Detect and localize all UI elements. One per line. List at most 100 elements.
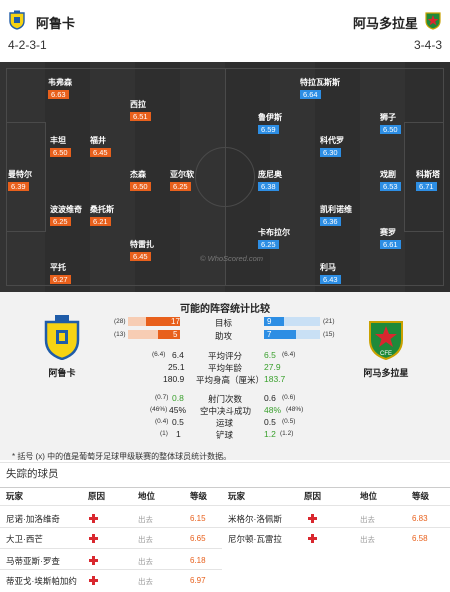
away-value: 48% (264, 405, 282, 415)
col-player[interactable]: 玩家 (6, 491, 24, 501)
league-value: (0.5) (282, 418, 296, 425)
away-value: 27.9 (264, 362, 281, 372)
player-link[interactable]: 尼尔顿·瓦雷拉 (228, 534, 282, 544)
away-assists-rank: (15) (323, 331, 335, 338)
player-rating: 6.27 (50, 275, 71, 284)
player-name: 特雷扎 (130, 240, 154, 249)
comparison-title: 可能的阵容统计比较 (180, 304, 270, 315)
stat-label: 平均年龄 (208, 363, 243, 373)
home-goals-rank: (28) (114, 318, 126, 325)
col-status[interactable]: 地位 (138, 491, 156, 501)
home-player[interactable]: 丰坦 6.50 (50, 136, 71, 158)
away-value: 0.6 (264, 393, 276, 403)
col-reason[interactable]: 原因 (304, 491, 322, 501)
player-link[interactable]: 马蒂亚斯·罗查 (6, 556, 60, 566)
home-player[interactable]: 西拉 6.51 (130, 100, 151, 122)
away-team-label: 阿马多拉星 (363, 368, 409, 378)
away-value: 1.2 (264, 429, 276, 439)
home-player[interactable]: 桑托斯 6.21 (90, 205, 114, 227)
rating-text: 6.15 (190, 514, 206, 523)
divider (0, 548, 222, 549)
away-player[interactable]: 利马 6.43 (320, 263, 341, 285)
player-link[interactable]: 大卫·西芒 (6, 534, 43, 544)
away-player[interactable]: 科斯塔 6.71 (416, 170, 440, 192)
stat-label: 运球 (216, 418, 234, 428)
away-goals-bar-bg (264, 317, 320, 326)
svg-text:CFE: CFE (380, 351, 392, 357)
col-rating[interactable]: 等级 (412, 491, 430, 501)
away-player[interactable]: 凯利诺维 6.36 (320, 205, 352, 227)
away-player[interactable]: 狮子 6.50 (380, 113, 401, 135)
status-text: 出去 (138, 557, 153, 566)
home-value: 0.8 (172, 393, 184, 403)
player-rating: 6.25 (50, 217, 71, 226)
player-name: 韦弗森 (48, 78, 72, 87)
player-name: 曼特尔 (8, 170, 32, 179)
divider (0, 462, 450, 463)
watermark: © WhoScored.com (200, 254, 264, 263)
status-text: 出去 (138, 577, 153, 586)
player-rating: 6.43 (320, 275, 341, 284)
rating-text: 6.97 (190, 576, 206, 585)
home-player[interactable]: 平托 6.27 (50, 263, 71, 285)
league-value: (6.4) (152, 351, 166, 358)
player-name: 鲁伊斯 (258, 113, 282, 122)
away-value: 0.5 (264, 417, 276, 427)
player-link[interactable]: 米格尔·洛佩斯 (228, 514, 282, 524)
away-player[interactable]: 赛罗 6.61 (380, 228, 401, 250)
pitch-stripe (360, 62, 405, 292)
player-rating: 6.30 (320, 148, 341, 157)
injury-icon (89, 534, 98, 543)
away-player[interactable]: 特拉瓦斯斯 6.64 (300, 78, 340, 100)
home-player[interactable]: 福井 6.45 (90, 136, 111, 158)
away-goals-bar (264, 317, 284, 326)
away-formation: 3-4-3 (413, 38, 442, 52)
home-player[interactable]: 杰森 6.50 (130, 170, 151, 192)
rating-text: 6.18 (190, 556, 206, 565)
injury-icon (89, 576, 98, 585)
missing-players-title: 失踪的球员 (6, 468, 59, 480)
assists-row: (13) 5 助攻 7 (15) (0, 330, 450, 341)
player-rating: 6.45 (90, 148, 111, 157)
home-assists-value: 5 (173, 330, 178, 339)
player-link[interactable]: 蒂亚戈·埃斯帕加约 (6, 576, 77, 586)
goals-label: 目标 (215, 318, 233, 328)
player-name: 利马 (320, 263, 336, 272)
home-value: 25.1 (168, 362, 185, 372)
player-name: 卡布拉尔 (258, 228, 290, 237)
stat-row-shots: (0.7) 0.8 射门次数 0.6 (0.6) (0, 393, 450, 405)
player-link[interactable]: 尼诺·加洛维奇 (6, 514, 60, 524)
player-name: 特拉瓦斯斯 (300, 78, 340, 87)
away-assists-value: 7 (267, 330, 272, 339)
col-status[interactable]: 地位 (360, 491, 378, 501)
stat-row-aerials: (46%) 45% 空中决斗成功 48% (48%) (0, 405, 450, 417)
away-player[interactable]: 卡布拉尔 6.25 (258, 228, 290, 250)
player-name: 桑托斯 (90, 205, 114, 214)
assists-label: 助攻 (215, 331, 233, 341)
goals-row: (28) 17 目标 9 (21) (0, 317, 450, 328)
home-player[interactable]: 亚尔软 6.25 (170, 170, 194, 192)
player-rating: 6.61 (380, 240, 401, 249)
home-player[interactable]: 特雷扎 6.45 (130, 240, 154, 262)
home-player[interactable]: 曼特尔 6.39 (8, 170, 32, 192)
away-player[interactable]: 鲁伊斯 6.59 (258, 113, 282, 135)
col-player[interactable]: 玩家 (228, 491, 246, 501)
away-player[interactable]: 戏剧 6.53 (380, 170, 401, 192)
col-rating[interactable]: 等级 (190, 491, 208, 501)
player-rating: 6.71 (416, 182, 437, 191)
away-player[interactable]: 科代罗 6.30 (320, 136, 344, 158)
col-reason[interactable]: 原因 (88, 491, 106, 501)
player-name: 庞尼奥 (258, 170, 282, 179)
home-player[interactable]: 韦弗森 6.63 (48, 78, 72, 100)
away-player[interactable]: 庞尼奥 6.38 (258, 170, 282, 192)
player-name: 狮子 (380, 113, 396, 122)
home-player[interactable]: 波波维奇 6.25 (50, 205, 82, 227)
player-name: 福井 (90, 136, 106, 145)
away-team-name[interactable]: 阿马多拉星 (352, 16, 418, 31)
rating-text: 6.65 (190, 534, 206, 543)
home-crest-icon (9, 10, 25, 30)
status-text: 出去 (138, 515, 153, 524)
player-name: 波波维奇 (50, 205, 82, 214)
home-goals-value: 17 (171, 317, 180, 326)
home-team-name[interactable]: 阿鲁卡 (36, 16, 76, 31)
